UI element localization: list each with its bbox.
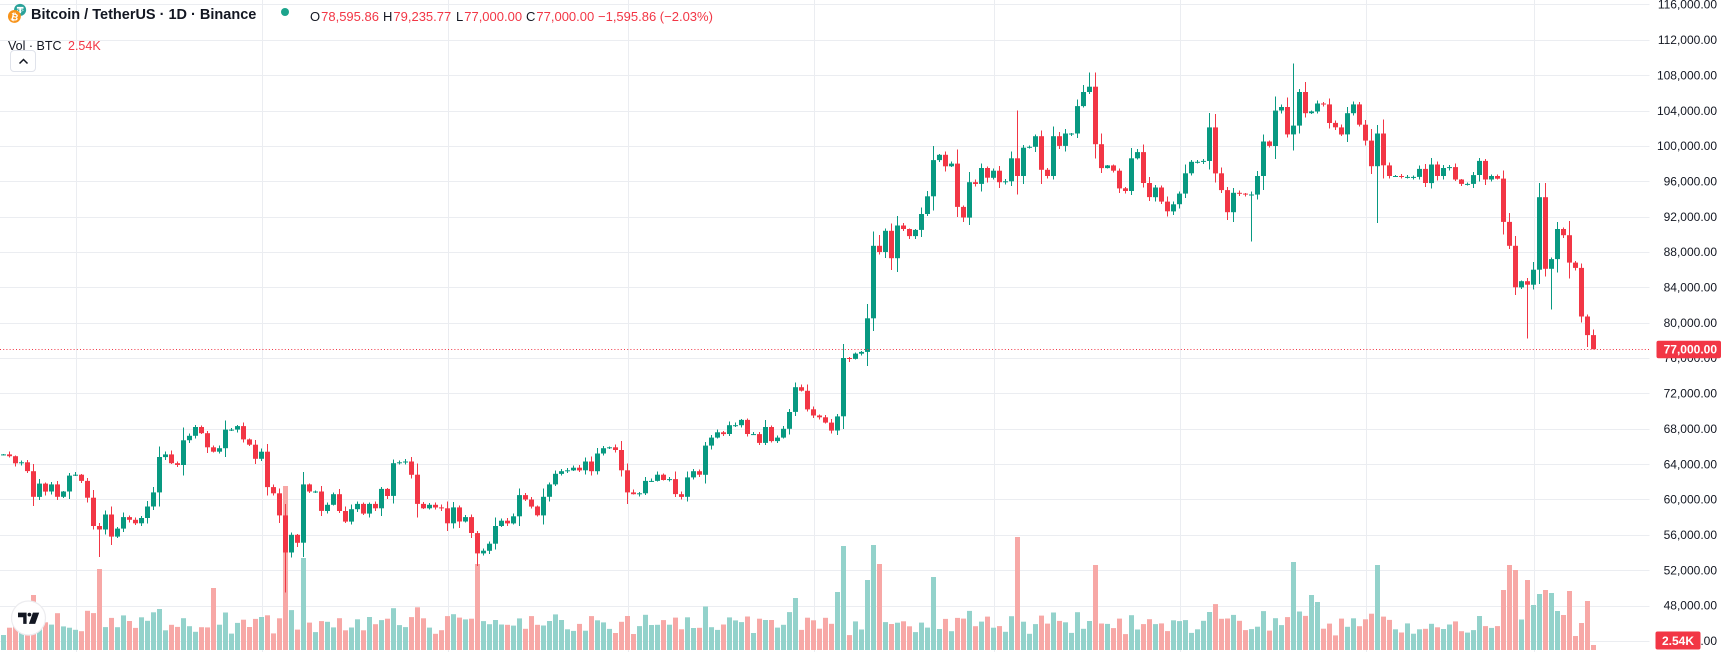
svg-text:84,000.00: 84,000.00: [1664, 281, 1718, 295]
svg-text:60,000.00: 60,000.00: [1664, 493, 1718, 507]
svg-text:116,000.00: 116,000.00: [1658, 0, 1717, 12]
svg-text:100,000.00: 100,000.00: [1657, 139, 1717, 153]
svg-text:₿: ₿: [9, 12, 19, 24]
svg-text:56,000.00: 56,000.00: [1664, 528, 1718, 542]
svg-text:92,000.00: 92,000.00: [1664, 210, 1718, 224]
svg-text:88,000.00: 88,000.00: [1664, 245, 1718, 259]
svg-text:77,000.00: 77,000.00: [1664, 342, 1718, 356]
svg-text:68,000.00: 68,000.00: [1664, 422, 1718, 436]
svg-text:104,000.00: 104,000.00: [1657, 104, 1717, 118]
svg-text:112,000.00: 112,000.00: [1658, 33, 1717, 47]
svg-text:96,000.00: 96,000.00: [1664, 175, 1718, 189]
svg-text:80,000.00: 80,000.00: [1664, 316, 1718, 330]
svg-text:108,000.00: 108,000.00: [1657, 68, 1717, 82]
svg-text:48,000.00: 48,000.00: [1664, 599, 1718, 613]
svg-text:72,000.00: 72,000.00: [1664, 387, 1718, 401]
svg-text:2.54K: 2.54K: [1662, 634, 1694, 648]
svg-text:52,000.00: 52,000.00: [1664, 563, 1718, 577]
svg-text:64,000.00: 64,000.00: [1664, 457, 1718, 471]
